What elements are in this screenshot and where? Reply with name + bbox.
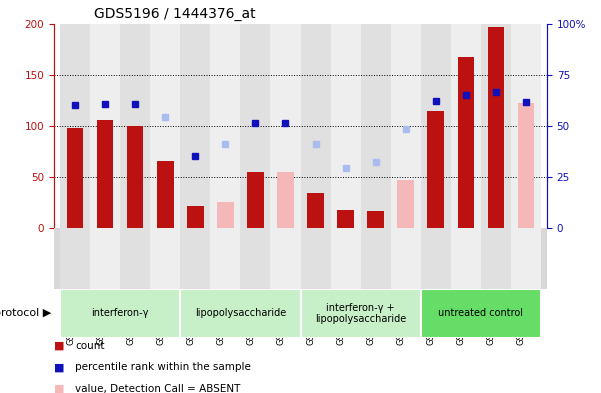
- Bar: [270, 24, 300, 228]
- Bar: [97, 119, 114, 228]
- Text: interferon-γ: interferon-γ: [91, 309, 149, 318]
- Bar: [487, 27, 504, 228]
- Bar: [451, 24, 481, 228]
- Bar: [60, 24, 90, 228]
- Bar: [247, 172, 264, 228]
- Bar: [150, 24, 180, 228]
- Text: interferon-γ +
lipopolysaccharide: interferon-γ + lipopolysaccharide: [315, 303, 406, 324]
- Bar: [481, 228, 511, 289]
- Bar: [240, 24, 270, 228]
- Text: value, Detection Call = ABSENT: value, Detection Call = ABSENT: [75, 384, 240, 393]
- Bar: [277, 172, 294, 228]
- Bar: [300, 24, 331, 228]
- Bar: [300, 228, 331, 289]
- Bar: [67, 128, 84, 228]
- Text: ■: ■: [54, 384, 64, 393]
- Bar: [361, 228, 391, 289]
- Bar: [300, 289, 421, 338]
- Bar: [60, 289, 180, 338]
- Bar: [421, 289, 541, 338]
- Bar: [397, 180, 414, 228]
- Bar: [120, 228, 150, 289]
- Bar: [511, 228, 541, 289]
- Bar: [180, 24, 210, 228]
- Text: untreated control: untreated control: [438, 309, 523, 318]
- Bar: [210, 24, 240, 228]
- Bar: [307, 193, 324, 228]
- Bar: [421, 24, 451, 228]
- Bar: [367, 211, 384, 228]
- Text: GDS5196 / 1444376_at: GDS5196 / 1444376_at: [94, 7, 255, 21]
- Bar: [361, 24, 391, 228]
- Text: lipopolysaccharide: lipopolysaccharide: [195, 309, 286, 318]
- Bar: [150, 228, 180, 289]
- Bar: [270, 228, 300, 289]
- Bar: [511, 24, 541, 228]
- Bar: [240, 228, 270, 289]
- Text: percentile rank within the sample: percentile rank within the sample: [75, 362, 251, 373]
- Bar: [187, 206, 204, 228]
- Bar: [421, 228, 451, 289]
- Bar: [331, 24, 361, 228]
- Bar: [517, 103, 534, 228]
- Bar: [60, 228, 90, 289]
- Bar: [337, 209, 354, 228]
- Bar: [180, 289, 300, 338]
- Bar: [391, 24, 421, 228]
- Bar: [90, 228, 120, 289]
- Bar: [451, 228, 481, 289]
- Text: protocol ▶: protocol ▶: [0, 309, 51, 318]
- Bar: [331, 228, 361, 289]
- Bar: [120, 24, 150, 228]
- Bar: [391, 228, 421, 289]
- Bar: [157, 160, 174, 228]
- Text: count: count: [75, 341, 105, 351]
- Bar: [180, 228, 210, 289]
- Bar: [457, 57, 474, 228]
- Bar: [217, 202, 234, 228]
- Text: ■: ■: [54, 341, 64, 351]
- Bar: [90, 24, 120, 228]
- Bar: [127, 126, 144, 228]
- Bar: [481, 24, 511, 228]
- Text: ■: ■: [54, 362, 64, 373]
- Bar: [427, 112, 444, 228]
- Bar: [210, 228, 240, 289]
